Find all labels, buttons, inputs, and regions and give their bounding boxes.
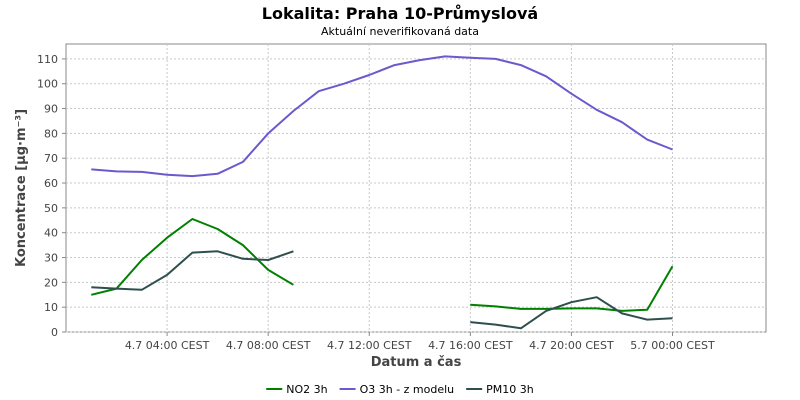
series-line-segment	[91, 218, 294, 296]
axes: 0 10 20 30 40 50 60 70 80 90 100 110 4.7 04:00 CEST 4…	[37, 53, 715, 352]
series-line-segment	[91, 250, 294, 291]
x-tick-label: 4.7 04:00 CEST	[125, 339, 210, 352]
chart-title: Lokalita: Praha 10-Průmyslová	[262, 4, 538, 23]
y-tick-label: 70	[44, 152, 58, 165]
y-tick-label: 110	[37, 53, 58, 66]
chart-subtitle: Aktuální neverifikovaná data	[321, 25, 479, 38]
series-line-segment	[91, 55, 673, 178]
y-axis-label: Koncentrace [µg·m⁻³]	[14, 109, 29, 267]
grid	[66, 44, 766, 333]
y-tick-label: 0	[51, 326, 58, 339]
legend-label: O3 3h - z modelu	[360, 383, 455, 396]
y-tick-label: 60	[44, 177, 58, 190]
legend-label: NO2 3h	[286, 383, 327, 396]
plot-area	[65, 43, 767, 333]
x-axis-label: Datum a čas	[371, 355, 462, 370]
legend: NO2 3h O3 3h - z modelu PM10 3h	[266, 383, 534, 396]
y-tick-label: 20	[44, 276, 58, 289]
y-tick-label: 30	[44, 252, 58, 265]
series-line-segment	[470, 296, 673, 330]
y-tick-label: 50	[44, 202, 58, 215]
y-tick-label: 100	[37, 78, 58, 91]
series-o3-3h-z-modelu	[91, 55, 673, 178]
x-tick-label: 5.7 00:00 CEST	[630, 339, 715, 352]
series-lines	[91, 55, 674, 330]
series-pm10-3h	[91, 250, 673, 330]
series-no2-3h	[91, 218, 674, 312]
series-line-segment	[470, 265, 674, 312]
y-tick-label: 10	[44, 301, 58, 314]
legend-label: PM10 3h	[486, 383, 534, 396]
x-tick-label: 4.7 12:00 CEST	[327, 339, 412, 352]
x-tick-label: 4.7 16:00 CEST	[428, 339, 513, 352]
y-tick-label: 40	[44, 227, 58, 240]
x-tick-label: 4.7 20:00 CEST	[529, 339, 614, 352]
x-tick-label: 4.7 08:00 CEST	[226, 339, 311, 352]
y-tick-label: 80	[44, 127, 58, 140]
y-tick-label: 90	[44, 103, 58, 116]
